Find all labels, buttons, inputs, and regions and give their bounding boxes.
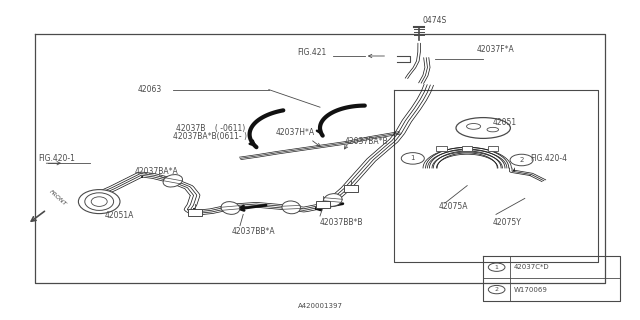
Ellipse shape	[221, 202, 240, 214]
Text: 2: 2	[495, 287, 499, 292]
FancyBboxPatch shape	[488, 146, 498, 151]
Circle shape	[488, 263, 505, 271]
Text: 42037BA*A: 42037BA*A	[134, 167, 178, 176]
FancyBboxPatch shape	[462, 146, 472, 151]
Circle shape	[401, 153, 424, 164]
Ellipse shape	[487, 127, 499, 132]
Text: 42075Y: 42075Y	[493, 218, 522, 227]
Text: 42037F*A: 42037F*A	[477, 45, 515, 54]
Ellipse shape	[163, 175, 182, 187]
FancyBboxPatch shape	[188, 209, 202, 216]
Text: 42037C*D: 42037C*D	[514, 264, 550, 270]
FancyBboxPatch shape	[344, 185, 358, 192]
Text: 1: 1	[410, 156, 415, 161]
Text: 42063: 42063	[138, 85, 162, 94]
Text: FRONT: FRONT	[49, 189, 68, 207]
Text: 42051A: 42051A	[104, 212, 134, 220]
Ellipse shape	[456, 118, 511, 139]
Text: 42037BB*B: 42037BB*B	[320, 218, 364, 227]
FancyBboxPatch shape	[316, 201, 330, 208]
Text: 42037BA*B(0611- ): 42037BA*B(0611- )	[173, 132, 247, 140]
FancyBboxPatch shape	[436, 146, 447, 151]
Circle shape	[488, 285, 505, 294]
Text: 42037H*A: 42037H*A	[275, 128, 314, 137]
Text: 42037B    ( -0611): 42037B ( -0611)	[176, 124, 245, 132]
Text: FIG.421: FIG.421	[298, 48, 327, 57]
Text: 42037BA*B: 42037BA*B	[344, 137, 388, 146]
Text: 2: 2	[520, 157, 524, 163]
Circle shape	[510, 154, 533, 166]
Ellipse shape	[282, 201, 300, 214]
Text: 42075A: 42075A	[438, 202, 468, 211]
Ellipse shape	[85, 193, 114, 211]
Ellipse shape	[323, 194, 342, 206]
Text: 42037BB*A: 42037BB*A	[232, 227, 275, 236]
Text: W170069: W170069	[514, 287, 548, 292]
Text: 1: 1	[495, 265, 499, 270]
Text: 42051: 42051	[493, 118, 517, 127]
Ellipse shape	[467, 124, 481, 129]
Ellipse shape	[92, 197, 108, 206]
Ellipse shape	[79, 189, 120, 214]
Text: A420001397: A420001397	[298, 303, 342, 308]
Text: 0474S: 0474S	[422, 16, 447, 25]
Text: FIG.420-4: FIG.420-4	[530, 154, 567, 163]
Text: FIG.420-1: FIG.420-1	[38, 154, 76, 163]
